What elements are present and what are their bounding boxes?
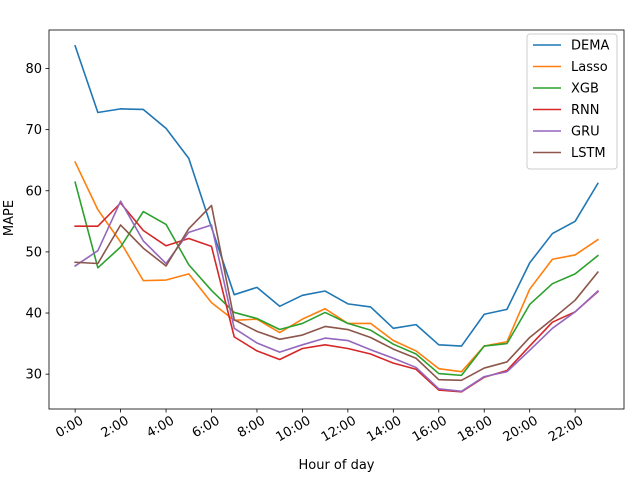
- y-tick-label: 40: [25, 307, 42, 322]
- series-line-dema: [74, 44, 599, 347]
- y-tick-label: 80: [25, 62, 42, 77]
- series-line-rnn: [74, 202, 599, 393]
- y-tick-label: 30: [25, 368, 42, 383]
- series-line-lasso: [74, 160, 599, 373]
- x-axis-label: Hour of day: [298, 458, 374, 473]
- legend-label-lasso: Lasso: [571, 60, 608, 75]
- y-tick-label: 70: [25, 123, 42, 138]
- plot-lines: [74, 44, 599, 393]
- legend-box: [526, 33, 618, 170]
- legend-label-lstm: LSTM: [571, 146, 606, 161]
- series-line-lstm: [74, 204, 599, 382]
- legend-label-gru: GRU: [571, 125, 600, 140]
- legend-label-dema: DEMA: [571, 39, 609, 54]
- axes: 0:00 2:00 4:00 6:00 8:00 10:00 12:00 14:00 16:00…: [25, 29, 625, 445]
- y-tick-label: 60: [25, 184, 42, 199]
- plot-frame: [48, 29, 625, 410]
- legend-label-xgb: XGB: [571, 82, 599, 97]
- y-axis-label: MAPE: [2, 200, 17, 236]
- series-line-gru: [74, 200, 599, 393]
- y-tick-label: 50: [25, 245, 42, 260]
- legend-label-rnn: RNN: [571, 103, 599, 118]
- series-line-xgb: [74, 181, 599, 377]
- legend: DEMA Lasso XGB RNN GRU LSTM: [526, 33, 618, 170]
